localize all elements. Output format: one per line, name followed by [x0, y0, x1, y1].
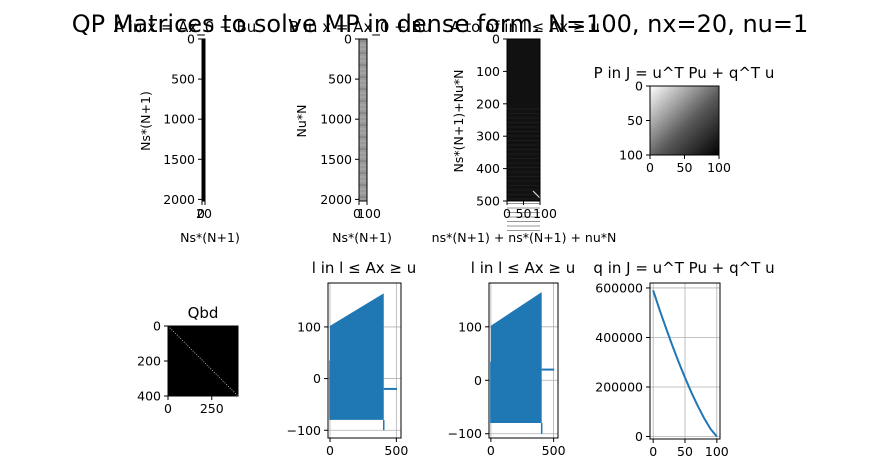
axes-frame — [327, 282, 402, 439]
y-tick-label: 500 — [171, 72, 195, 87]
x-tick-label: 100 — [707, 160, 731, 175]
x-tick-label: 50 — [677, 444, 693, 459]
x-tick-label: 0 — [503, 206, 511, 221]
y-tick-label: 100 — [297, 319, 321, 334]
axes-frame — [358, 38, 368, 202]
y-tick-label: 0 — [474, 373, 482, 388]
heatmap-image — [507, 39, 540, 201]
y-tick-label: 200 — [137, 354, 161, 369]
panel-title: l in l ≤ Ax ≥ u — [312, 259, 416, 277]
y-tick-label: 100 — [458, 319, 482, 334]
heatmap-image — [202, 39, 205, 201]
series-line — [652, 290, 718, 438]
x-tick-label: 500 — [384, 443, 408, 458]
x-tick-label: 0 — [646, 160, 654, 175]
axes-frame — [201, 38, 206, 202]
heatmap-diagonal — [532, 190, 541, 199]
panel-title: A in x = Ax_0 + Bu — [114, 18, 257, 37]
panel-title: A to of in l ≤ Ax ≥ u — [450, 18, 600, 36]
y-tick-label: 100 — [476, 64, 500, 79]
panel-title: P in J = u^T Pu + q^T u — [594, 64, 775, 82]
y-tick-label: 0 — [344, 32, 352, 47]
x-axis-label: Ns*(N+1) — [332, 230, 392, 245]
x-tick-label: 20 — [196, 206, 212, 221]
y-tick-label: 0 — [635, 79, 643, 94]
y-tick-label: 100 — [619, 148, 643, 163]
y-tick-label: 1500 — [320, 152, 352, 167]
x-axis-label: Ns*(N+1) — [180, 230, 240, 245]
y-tick-label: 1500 — [163, 152, 195, 167]
heatmap-image — [359, 39, 367, 201]
y-tick-label: 0 — [187, 32, 195, 47]
y-tick-label: 400000 — [595, 330, 643, 345]
panel-title: q in J = u^T Pu + q^T u — [593, 259, 774, 277]
panel-title: Qbd — [188, 304, 219, 322]
heatmap-image — [168, 326, 238, 396]
y-tick-label: 500 — [476, 194, 500, 209]
panel-title: l in l ≤ Ax ≥ u — [471, 259, 575, 277]
y-tick-label: 500 — [328, 72, 352, 87]
x-tick-label: 100 — [533, 206, 557, 221]
y-axis-label: Ns*(N+1)+Nu*N — [451, 70, 466, 173]
y-tick-label: 1000 — [320, 112, 352, 127]
x-tick-label: 50 — [677, 160, 693, 175]
x-tick-label: 0 — [326, 443, 334, 458]
series-band — [490, 292, 542, 424]
y-tick-label: 50 — [627, 113, 643, 128]
panel-title: B in x = Ax_0 + Bu — [289, 18, 432, 37]
y-tick-label: 0 — [153, 319, 161, 334]
series-band — [329, 293, 384, 420]
x-tick-label: 0 — [649, 444, 657, 459]
y-tick-label: 0 — [492, 32, 500, 47]
y-tick-label: 0 — [313, 371, 321, 386]
x-tick-label: 0 — [487, 443, 495, 458]
axes-q — [650, 283, 720, 439]
y-tick-label: −100 — [448, 426, 482, 441]
y-axis-label: Nu*N — [294, 105, 309, 138]
axes-frame — [488, 282, 559, 439]
x-tick-label: 500 — [542, 443, 566, 458]
y-tick-label: 200 — [476, 96, 500, 111]
x-tick-label: 0 — [164, 401, 172, 416]
x-tick-label: 0 — [197, 206, 205, 221]
suptitle: QP Matrices to solve MP in dense form. N… — [72, 10, 809, 38]
heatmap-image — [650, 86, 719, 155]
y-tick-label: 2000 — [163, 192, 195, 207]
x-tick-label: 250 — [200, 401, 224, 416]
y-tick-label: 2000 — [320, 192, 352, 207]
x-tick-label: 100 — [705, 444, 729, 459]
y-tick-label: 400 — [137, 389, 161, 404]
y-tick-label: 300 — [476, 129, 500, 144]
y-axis-label: Ns*(N+1) — [138, 91, 153, 151]
x-axis-label: ns*(N+1) + ns*(N+1) + nu*N — [432, 230, 617, 245]
x-tick-label: 0 — [353, 206, 361, 221]
y-tick-label: 600000 — [595, 280, 643, 295]
y-tick-label: 0 — [635, 429, 643, 444]
x-tick-label: 50 — [516, 206, 532, 221]
y-tick-label: 200000 — [595, 380, 643, 395]
y-tick-label: −100 — [287, 423, 321, 438]
y-tick-label: 1000 — [163, 112, 195, 127]
x-tick-label: 100 — [357, 206, 381, 221]
y-tick-label: 400 — [476, 161, 500, 176]
